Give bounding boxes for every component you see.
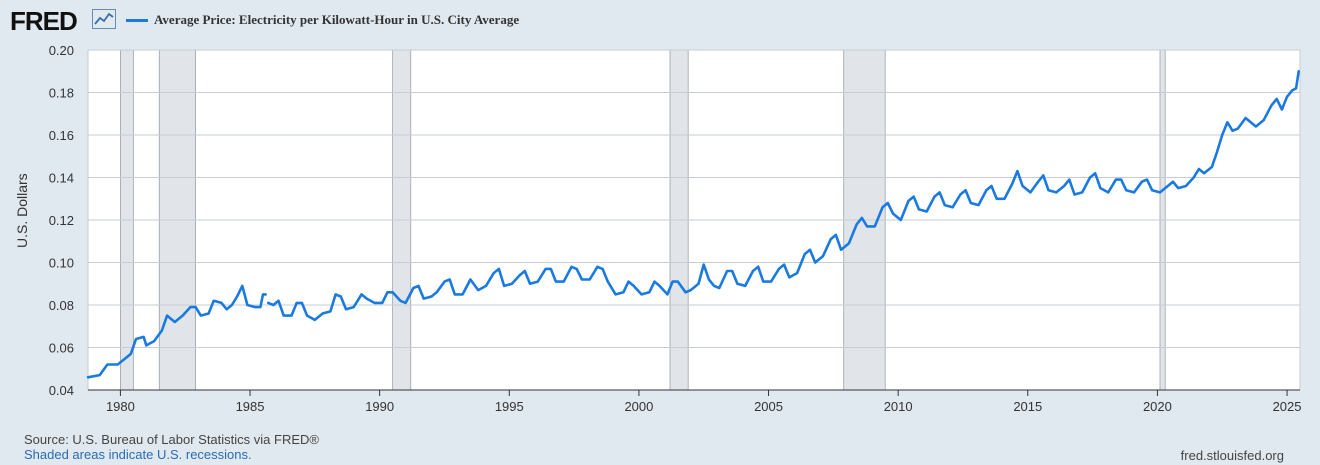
- y-tick-label: 0.10: [49, 256, 74, 271]
- y-tick-label: 0.14: [49, 171, 74, 186]
- legend-line-swatch: [126, 19, 148, 22]
- x-tick-label: 1980: [106, 399, 135, 414]
- fred-logo[interactable]: FRED: [10, 6, 78, 36]
- axis-layer: 0.04 0.06 0.08 0.10 0.12 0.14 0.16 0.18 0.20 1980…: [49, 43, 1302, 414]
- source-note: Source: U.S. Bureau of Labor Statistics …: [24, 432, 319, 447]
- y-tick-label: 0.18: [49, 86, 74, 101]
- x-tick-label: 2010: [884, 399, 913, 414]
- y-tick-label: 0.20: [49, 43, 74, 58]
- x-tick-label: 2015: [1013, 399, 1042, 414]
- y-tick-label: 0.04: [49, 383, 74, 398]
- y-tick-label: 0.16: [49, 128, 74, 143]
- legend-series-label[interactable]: Average Price: Electricity per Kilowatt-…: [154, 12, 520, 27]
- y-tick-label: 0.12: [49, 213, 74, 228]
- fred-url[interactable]: fred.stlouisfed.org: [1180, 448, 1284, 463]
- series-layer: [86, 70, 1300, 379]
- x-tick-label: 2000: [624, 399, 653, 414]
- recession-note[interactable]: Shaded areas indicate U.S. recessions.: [24, 447, 252, 462]
- footer-notes: Source: U.S. Bureau of Labor Statistics …: [24, 432, 319, 462]
- series-line[interactable]: [266, 70, 1300, 322]
- series-line[interactable]: [86, 284, 267, 379]
- line-chart-icon: [92, 9, 116, 29]
- x-tick-label: 1985: [236, 399, 265, 414]
- x-tick-label: 2005: [754, 399, 783, 414]
- chart-header: FRED Average Price: Electricity per Kilo…: [0, 0, 1320, 40]
- x-tick-label: 2020: [1143, 399, 1172, 414]
- y-tick-label: 0.08: [49, 298, 74, 313]
- x-tick-label: 1995: [495, 399, 524, 414]
- y-tick-label: 0.06: [49, 341, 74, 356]
- x-tick-label: 2025: [1273, 399, 1302, 414]
- x-tick-label: 1990: [365, 399, 394, 414]
